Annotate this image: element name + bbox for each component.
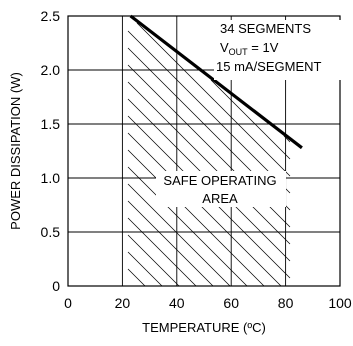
hatch-line <box>127 149 265 286</box>
safe-area-label-line1: SAFE OPERATING <box>163 173 276 188</box>
x-tick-label: 40 <box>169 295 185 311</box>
y-axis-title: POWER DISSIPATION (W) <box>8 72 23 230</box>
plot-frame <box>67 15 341 287</box>
safe-area-label: SAFE OPERATING AREA <box>156 171 286 207</box>
series-group <box>129 14 303 150</box>
x-tick-labels: 0 20 40 60 80 100 <box>64 295 352 311</box>
y-tick-label: 1.0 <box>41 170 61 186</box>
hatch-line <box>127 166 248 286</box>
x-tick-label: 0 <box>64 295 72 311</box>
hatch-line <box>127 30 291 194</box>
hatch-line <box>127 234 180 286</box>
y-tick-labels: 0 0.5 1.0 1.5 2.0 2.5 <box>41 8 61 294</box>
hatch-line <box>127 268 146 286</box>
hatch-line <box>283 135 291 143</box>
hatch-line <box>127 81 291 245</box>
y-tick-label: 0 <box>52 278 60 294</box>
hatch-line <box>127 251 163 286</box>
annotation-segments: 34 SEGMENTS <box>220 21 311 36</box>
hatch-line <box>210 79 291 160</box>
safe-area-label-line2: AREA <box>202 191 238 206</box>
x-tick-label: 100 <box>328 295 352 311</box>
hatch-line <box>127 132 282 286</box>
x-tick-label: 60 <box>223 295 239 311</box>
hatch-line <box>127 183 231 286</box>
annotation-vout: VOUT = 1V <box>220 40 279 57</box>
y-tick-label: 2.5 <box>41 8 61 24</box>
condition-annotation: 34 SEGMENTS VOUT = 1V 15 mA/SEGMENT <box>214 20 342 80</box>
safe-area-hatching <box>127 22 291 286</box>
x-tick-label: 20 <box>115 295 131 311</box>
x-tick-label: 80 <box>278 295 294 311</box>
y-tick-label: 0.5 <box>41 224 61 240</box>
y-tick-label: 1.5 <box>41 116 61 132</box>
hatch-line <box>127 217 197 286</box>
y-tick-label: 2.0 <box>41 62 61 78</box>
hatch-line <box>127 200 214 286</box>
derating-curve <box>129 14 303 150</box>
annotation-current: 15 mA/SEGMENT <box>216 59 322 74</box>
x-axis-title: TEMPERATURE (ºC) <box>142 320 266 335</box>
hatch-line <box>136 22 291 177</box>
